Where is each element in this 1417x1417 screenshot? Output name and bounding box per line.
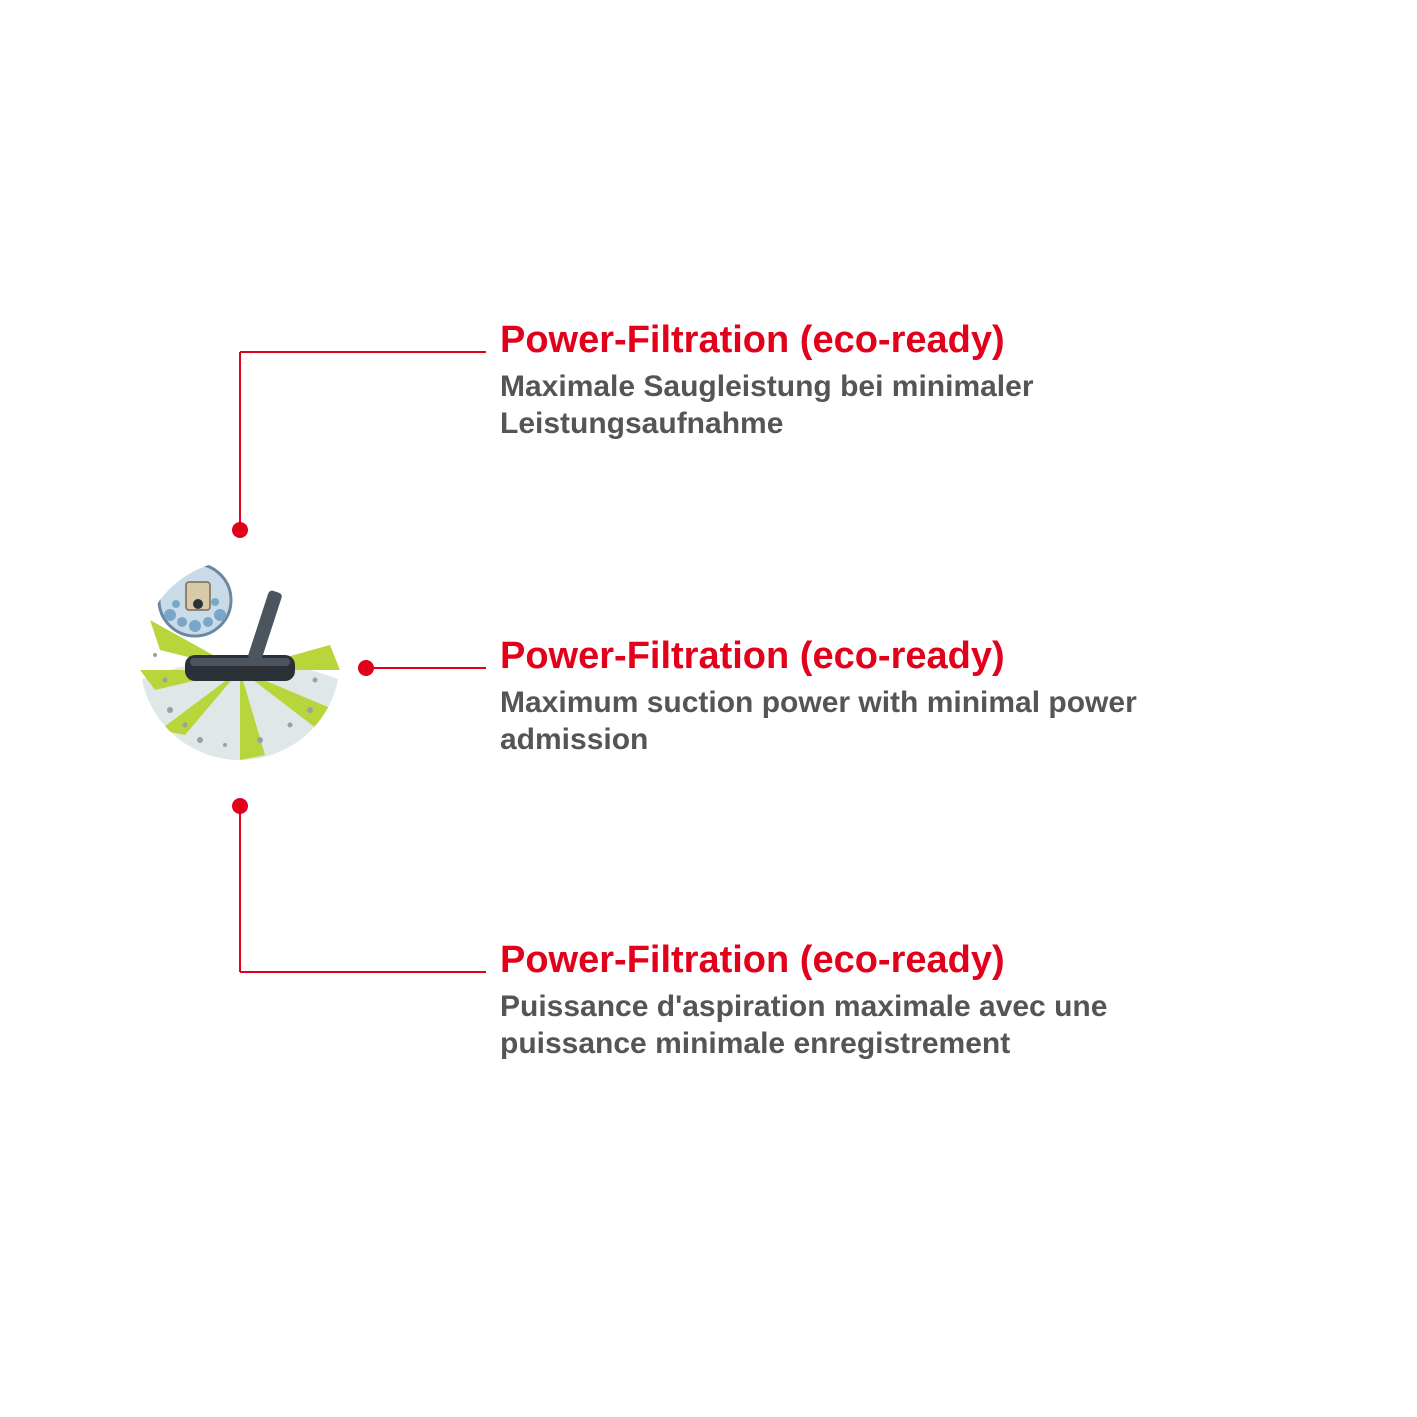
callout-fr: Power-Filtration (eco-ready) Puissance d… [500,940,1140,1063]
connector-dot-de [232,522,248,538]
connector-vline-fr [239,806,241,972]
product-icon [140,560,340,760]
product-icon-svg [140,560,340,760]
callout-desc-en: Maximum suction power with minimal power… [500,684,1140,759]
connector-hline-de [240,351,486,353]
connector-hline-en [366,667,486,669]
connector-hline-fr [240,971,486,973]
connector-vline-de [239,352,241,530]
callout-de: Power-Filtration (eco-ready) Maximale Sa… [500,320,1140,443]
callout-desc-fr: Puissance d'aspiration maximale avec une… [500,988,1140,1063]
connector-dot-en [358,660,374,676]
callout-en: Power-Filtration (eco-ready) Maximum suc… [500,636,1140,759]
connector-dot-fr [232,798,248,814]
callout-title-en: Power-Filtration (eco-ready) [500,636,1140,678]
infographic-canvas: Power-Filtration (eco-ready) Maximale Sa… [0,0,1417,1417]
callout-desc-de: Maximale Saugleistung bei minimaler Leis… [500,368,1140,443]
callout-title-fr: Power-Filtration (eco-ready) [500,940,1140,982]
callout-title-de: Power-Filtration (eco-ready) [500,320,1140,362]
